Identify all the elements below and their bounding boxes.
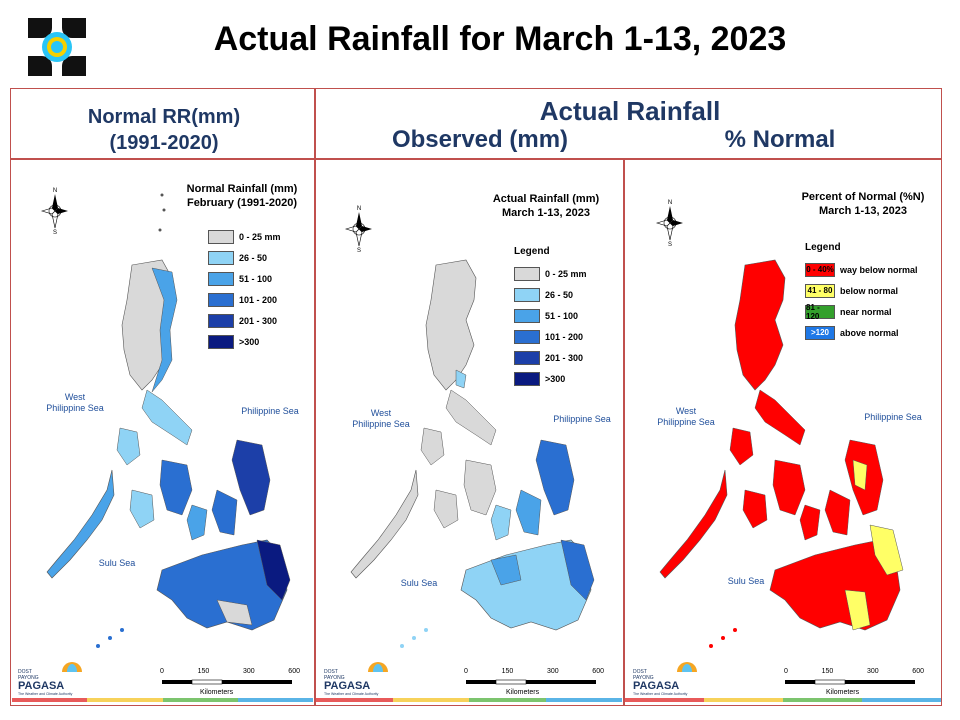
header-percent-normal: % Normal [724,126,836,153]
label-west-philippine-sea: West Philippine Sea [657,406,715,427]
color-strip [625,698,941,702]
legend-item: 51 - 100 [514,305,587,326]
svg-text:PAYONG: PAYONG [18,675,39,681]
svg-text:N: N [53,188,57,194]
scale-bar [466,679,596,685]
svg-text:PAYONG: PAYONG [324,675,345,681]
panel-title: Actual Rainfall (mm) March 1-13, 2023 [492,193,600,219]
legend-item: 201 - 300 [514,347,587,368]
svg-text:N: N [357,206,361,212]
legend-item: 81 - 120 near normal [805,302,892,321]
panel-title: Percent of Normal (%N) March 1-13, 2023 [801,191,925,217]
svg-text:PAGASA: PAGASA [633,680,679,692]
legend-item: 26 - 50 [514,284,587,305]
svg-text:N: N [668,200,672,206]
label-west-philippine-sea: West Philippine Sea [46,392,104,413]
divider-horizontal [10,158,942,160]
compass-icon: N S [344,204,374,254]
svg-text:DOST: DOST [18,669,32,675]
page-title: Actual Rainfall for March 1-13, 2023 [213,20,787,58]
compass-icon: N S [40,186,70,236]
legend-item: >300 [208,331,281,352]
header-observed: Observed (mm) [391,126,569,153]
label-sulu-sea: Sulu Sea [400,578,438,588]
legend-actual: Legend 0 - 25 mm 26 - 50 51 - 100 101 - … [514,246,587,389]
panel-actual-rainfall: N S Actual Rainfall (mm) March 1-13, 202… [316,160,622,705]
divider-vertical-2 [623,158,625,706]
svg-text:DOST: DOST [324,669,338,675]
header-normal: Normal RR(mm) (1991-2020) [14,104,314,156]
color-strip [316,698,622,702]
label-philippine-sea: Philippine Sea [241,406,299,416]
scale-ticks-2: 0 150 300 600 [464,668,604,675]
svg-text:PAGASA: PAGASA [18,680,64,692]
svg-text:S: S [668,242,672,246]
legend-item: 101 - 200 [514,326,587,347]
content-frame [10,88,942,706]
label-philippine-sea: Philippine Sea [864,412,922,422]
header-normal-label: Normal RR(mm) [87,106,241,128]
legend-item: 51 - 100 [208,268,281,289]
divider-vertical-1 [314,88,316,706]
svg-text:The Weather and Climate Author: The Weather and Climate Authority [633,692,688,696]
header-actual: Actual Rainfall [539,96,721,126]
scale-bar [785,679,915,685]
svg-text:S: S [53,230,57,234]
panel-normal-rainfall: N S Normal Rainfall (mm) February (1991-… [12,160,313,705]
legend-item: 26 - 50 [208,247,281,268]
scale-ticks-3: 0 150 300 600 [784,668,924,675]
svg-text:S: S [357,248,361,252]
map-normal [46,193,292,685]
label-sulu-sea: Sulu Sea [727,576,765,586]
map-percent [659,259,915,685]
scale-unit-3: Kilometers [826,689,860,696]
header-normal-period: (1991-2020) [109,132,219,154]
scale-bar [162,679,292,685]
legend-item: >120 above normal [805,322,918,343]
scale-unit-2: Kilometers [506,689,540,696]
panel-percent-normal: N S Percent of Normal (%N) March 1-13, 2… [625,160,941,705]
pagasa-logo [24,14,90,80]
svg-text:DOST: DOST [633,669,647,675]
label-west-philippine-sea: West Philippine Sea [352,408,410,429]
legend-item: 201 - 300 [208,310,281,331]
panel-title: Normal Rainfall (mm) February (1991-2020… [186,183,298,209]
map-actual [350,259,596,685]
scale-ticks-1: 0 150 300 600 [160,668,300,675]
legend-item: 0 - 25 mm [514,263,587,284]
svg-text:The Weather and Climate Author: The Weather and Climate Authority [324,692,379,696]
pagasa-branding: DOST PAYONG PAGASA The Weather and Clima… [322,658,402,698]
legend-normal: 0 - 25 mm 26 - 50 51 - 100 101 - 200 201… [208,226,281,352]
color-strip [12,698,313,702]
legend-item: 101 - 200 [208,289,281,310]
pagasa-branding: DOST PAYONG PAGASA The Weather and Clima… [631,658,711,698]
legend-item: 41 - 80 below normal [805,280,918,301]
legend-item: >300 [514,368,587,389]
legend-percent: Legend 0 - 40% way below normal 41 - 80 be… [805,242,918,343]
compass-icon: N S [655,198,685,248]
svg-text:PAGASA: PAGASA [324,680,370,692]
scale-unit-1: Kilometers [200,689,234,696]
legend-item: 0 - 25 mm [208,226,281,247]
label-sulu-sea: Sulu Sea [98,558,136,568]
svg-text:PAYONG: PAYONG [633,675,654,681]
legend-item: 0 - 40% way below normal [805,262,918,277]
svg-text:The Weather and Climate Author: The Weather and Climate Authority [18,692,73,696]
label-philippine-sea: Philippine Sea [553,414,611,424]
pagasa-branding: DOST PAYONG PAGASA The Weather and Clima… [16,658,96,698]
